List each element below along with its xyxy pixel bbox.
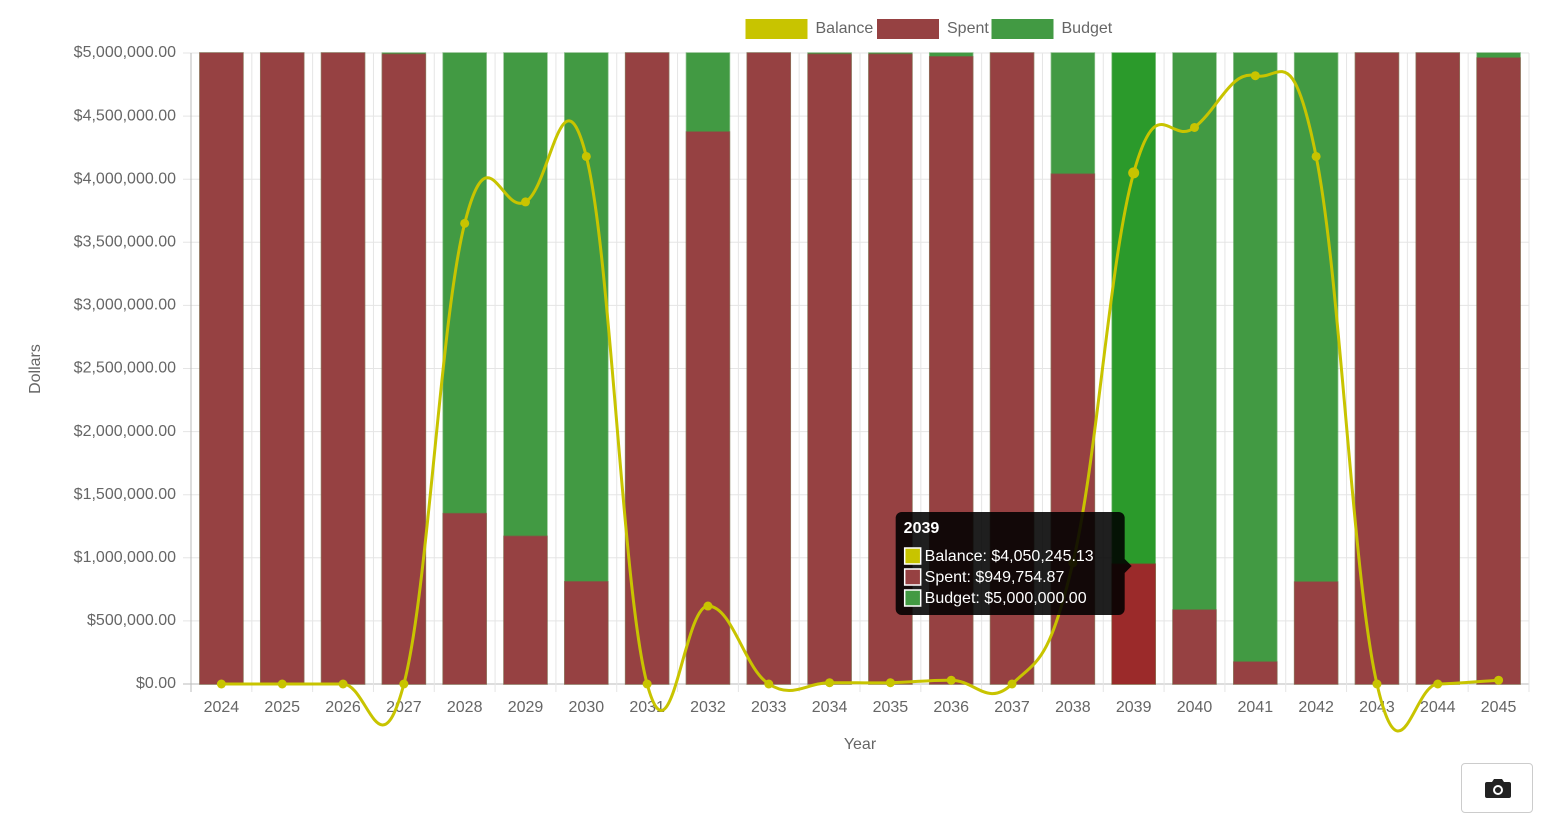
tooltip-line: Balance: $4,050,245.13 [925,548,1094,565]
point [703,601,713,611]
bar [503,535,548,685]
point [1372,679,1382,689]
x-tick-label: 2036 [933,699,969,716]
point [1494,675,1504,685]
point [764,679,774,689]
bar [685,131,731,685]
x-tick-label: 2037 [994,699,1030,716]
x-tick-label: 2026 [325,699,361,716]
x-tick-label: 2028 [447,699,483,716]
legend-label: Spent [947,20,989,37]
legend-label: Budget [1062,20,1113,37]
x-tick-label: 2038 [1055,699,1091,716]
bar [1233,52,1278,685]
x-tick-label: 2041 [1238,699,1274,716]
screenshot-button[interactable] [1461,763,1533,813]
bar [381,53,427,685]
bar [1233,661,1278,685]
x-tick-label: 2042 [1298,699,1334,716]
x-tick-label: 2039 [1116,699,1152,716]
tooltip-line: Budget: $5,000,000.00 [925,590,1087,607]
bar [1476,57,1521,685]
point [521,197,530,207]
tooltip-line: Spent: $949,754.87 [925,569,1065,586]
x-tick-label: 2043 [1359,699,1395,716]
x-tick-label: 2044 [1420,699,1456,716]
camera-icon [1485,779,1511,798]
y-tick-label: $3,000,000.00 [74,297,176,314]
y-tick-label: $0.00 [136,675,176,692]
x-tick-label: 2035 [873,699,909,716]
tooltip-swatch [903,568,922,586]
y-tick-label: $1,500,000.00 [74,486,176,503]
y-tick-label: $4,000,000.00 [74,170,176,187]
point [1433,679,1443,689]
y-tick-label: $3,500,000.00 [74,234,176,251]
legend-swatch [745,19,808,39]
point [1190,122,1199,132]
point [399,679,409,689]
x-tick-label: 2025 [264,699,300,716]
legend-swatch [991,19,1054,39]
x-tick-label: 2040 [1177,699,1213,716]
y-tick-label: $1,000,000.00 [74,549,176,566]
bar [259,52,305,685]
legend-label: Balance [816,20,874,37]
bar [1172,52,1217,685]
y-tick-label: $2,000,000.00 [74,423,176,440]
x-tick-label: 2034 [812,699,848,716]
point [825,678,835,688]
point [460,218,470,228]
tooltip: 2039 Balance: $4,050,245.13 Spent: $949,75… [895,512,1132,615]
x-axis-title: Year [844,736,877,753]
bar [320,52,366,685]
x-tick-label: 2027 [386,699,422,716]
point [1128,167,1140,179]
x-tick-label: 2033 [751,699,787,716]
bar [1415,52,1461,685]
y-tick-label: $500,000.00 [87,612,176,629]
bar [564,581,609,685]
y-tick-label: $4,500,000.00 [74,107,176,124]
bar [199,52,244,685]
point [1007,679,1017,689]
point [338,679,348,689]
legend-swatch [877,19,939,39]
x-tick-label: 2024 [204,699,240,716]
x-tick-label: 2032 [690,699,726,716]
x-tick-label: 2029 [508,699,544,716]
x-tick-label: 2030 [569,699,605,716]
bar [442,512,487,685]
x-tick-label: 2045 [1481,699,1517,716]
point [216,679,226,689]
point [1311,151,1321,161]
point [885,678,895,688]
x-tick-label: 2031 [629,699,665,716]
bar [807,53,852,685]
y-tick-label: $2,500,000.00 [74,360,176,377]
point [946,675,956,685]
bar [1293,581,1339,685]
bar [1172,609,1217,685]
tooltip-swatch [903,589,922,607]
bar [746,52,792,685]
tooltip-box [895,512,1132,615]
tooltip-title: 2039 [904,520,940,537]
point [642,679,652,689]
point [277,679,287,689]
y-axis-title: Dollars [27,344,44,394]
point [581,151,591,161]
tooltip-swatch [903,547,922,565]
y-tick-label: $5,000,000.00 [74,44,176,61]
point [1250,71,1260,81]
